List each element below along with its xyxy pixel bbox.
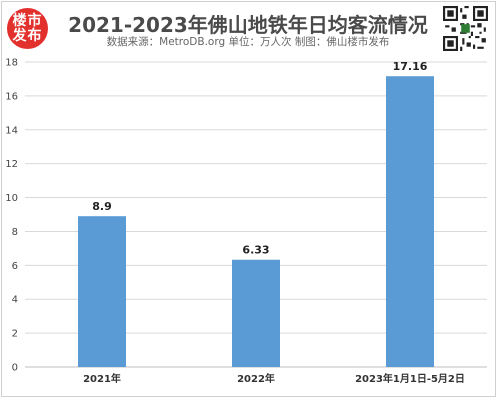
y-tick-label: 0	[12, 363, 18, 374]
y-tick-label: 10	[5, 193, 18, 204]
y-tick-label: 12	[5, 159, 18, 170]
y-tick-label: 2	[12, 329, 18, 340]
logo-line2: 发布	[12, 27, 43, 44]
x-category-label: 2021年	[83, 372, 121, 385]
qr-code-icon	[443, 6, 488, 51]
bar	[78, 216, 126, 367]
y-tick-label: 4	[12, 295, 18, 306]
y-tick-label: 18	[5, 58, 18, 69]
data-label: 8.9	[92, 200, 112, 213]
y-tick-label: 6	[12, 261, 18, 272]
logo-line1: 楼市	[12, 12, 43, 29]
y-tick-label: 16	[5, 91, 18, 102]
bar	[386, 76, 434, 367]
data-label: 17.16	[393, 60, 428, 73]
y-tick-label: 14	[5, 125, 18, 136]
brand-logo: 楼市 发布	[7, 8, 48, 49]
chart-title: 2021-2023年佛山地铁年日均客流情况	[68, 13, 428, 37]
data-label: 6.33	[242, 244, 269, 257]
bar	[232, 259, 280, 367]
x-category-label: 2022年	[237, 372, 275, 385]
y-tick-label: 8	[12, 227, 18, 238]
x-category-label: 2023年1月1日-5月2日	[355, 372, 465, 385]
chart-subtitle: 数据来源：MetroDB.org 单位：万人次 制图：佛山楼市发布	[106, 36, 390, 48]
